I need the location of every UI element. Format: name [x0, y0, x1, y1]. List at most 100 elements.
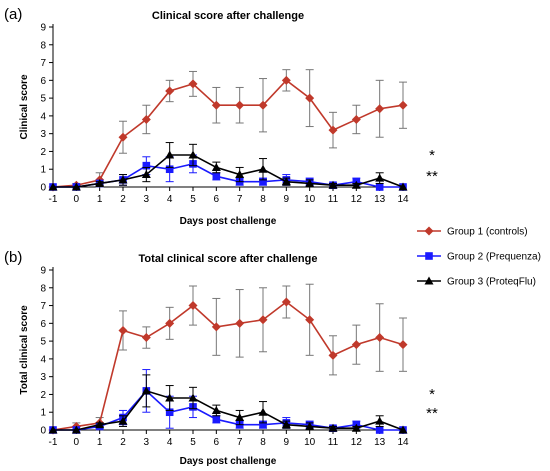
series-1 [48, 283, 408, 435]
x-tick-label: 1 [97, 194, 103, 205]
data-point [118, 325, 128, 335]
x-tick-label: 12 [351, 437, 363, 448]
data-point [211, 322, 221, 332]
data-point [351, 340, 361, 350]
data-point [211, 162, 221, 171]
significance-mark: * [429, 386, 435, 403]
y-tick-label: 6 [40, 319, 46, 330]
panel-label: (a) [4, 6, 22, 23]
data-point [398, 340, 408, 350]
data-point [305, 421, 315, 430]
data-point [71, 182, 81, 191]
data-point [328, 423, 338, 432]
legend: Group 1 (controls) Group 2 (Prequenza) Gro… [417, 226, 541, 288]
x-tick-label: 9 [284, 194, 290, 205]
data-point [188, 393, 198, 402]
x-tick-label: 5 [190, 437, 196, 448]
x-axis-label: Days post challenge [180, 456, 277, 467]
x-tick-label: 13 [374, 194, 386, 205]
series-line [53, 163, 403, 188]
data-point [235, 170, 245, 179]
x-tick-label: 5 [190, 194, 196, 205]
legend-label: Group 2 (Prequenza) [447, 252, 541, 263]
y-tick-label: 2 [40, 147, 46, 158]
y-tick-label: 7 [40, 58, 46, 69]
data-point [165, 318, 175, 328]
series-3 [48, 374, 408, 434]
y-tick-label: 9 [40, 266, 46, 277]
y-tick-label: 0 [40, 183, 46, 194]
y-tick-label: 7 [40, 301, 46, 312]
data-point [305, 93, 315, 103]
data-point [259, 420, 267, 429]
legend-swatch-marker [424, 276, 434, 285]
y-tick-label: 8 [40, 40, 46, 51]
data-point [118, 132, 128, 142]
data-point [351, 423, 361, 432]
x-tick-label: 7 [237, 437, 243, 448]
data-point [375, 183, 384, 191]
data-point [188, 79, 198, 89]
data-point [212, 415, 221, 424]
series-line [52, 300, 404, 431]
y-tick-label: 9 [40, 23, 46, 34]
data-point [141, 170, 151, 179]
panel-label: (b) [4, 249, 22, 266]
x-tick-label: 3 [144, 194, 150, 205]
data-point [188, 150, 198, 159]
data-point [398, 425, 408, 434]
data-point [375, 104, 385, 114]
data-point [258, 100, 268, 110]
x-tick-label: 8 [260, 437, 266, 448]
data-point [95, 178, 105, 187]
y-tick-label: 2 [40, 390, 46, 401]
x-tick-label: 12 [351, 194, 363, 205]
data-point [142, 161, 151, 170]
x-tick-label: 10 [304, 194, 316, 205]
legend-entry: Group 3 (ProteqFlu) [417, 276, 536, 288]
data-point [281, 297, 291, 307]
data-point [351, 180, 361, 189]
data-point [375, 333, 385, 343]
series-line [53, 389, 404, 431]
chart-title: Clinical score after challenge [152, 10, 304, 22]
data-point [141, 333, 151, 343]
data-point [328, 125, 338, 135]
x-tick-label: 4 [167, 194, 173, 205]
x-tick-label: 8 [260, 194, 266, 205]
y-tick-label: 6 [40, 76, 46, 87]
data-point [305, 315, 315, 325]
series-line [53, 154, 404, 188]
x-tick-label: 9 [284, 437, 290, 448]
legend-label: Group 1 (controls) [447, 227, 528, 238]
y-tick-label: 0 [40, 426, 46, 437]
x-tick-label: 11 [328, 194, 339, 205]
data-point [375, 173, 385, 182]
data-point [48, 425, 58, 434]
data-point [71, 425, 81, 434]
x-tick-label: 6 [214, 437, 220, 448]
data-point [258, 164, 268, 173]
series-3 [48, 142, 408, 191]
legend-swatch-marker [425, 252, 433, 260]
data-point [258, 315, 268, 325]
data-point [328, 180, 338, 189]
data-point [328, 350, 338, 360]
x-tick-label: 0 [74, 437, 80, 448]
data-point [141, 386, 151, 395]
series-line [53, 389, 403, 431]
data-point [118, 416, 128, 425]
legend-entry: Group 1 (controls) [417, 226, 528, 238]
significance-mark: ** [426, 168, 438, 185]
data-point [235, 100, 245, 110]
x-tick-label: 2 [120, 194, 126, 205]
data-point [351, 114, 361, 124]
x-tick-label: 14 [397, 437, 409, 448]
x-tick-label: 11 [328, 437, 339, 448]
x-tick-label: 1 [97, 437, 103, 448]
y-tick-label: 5 [40, 94, 46, 105]
x-tick-label: 4 [167, 437, 173, 448]
data-point [305, 178, 315, 187]
x-tick-label: 7 [237, 194, 243, 205]
